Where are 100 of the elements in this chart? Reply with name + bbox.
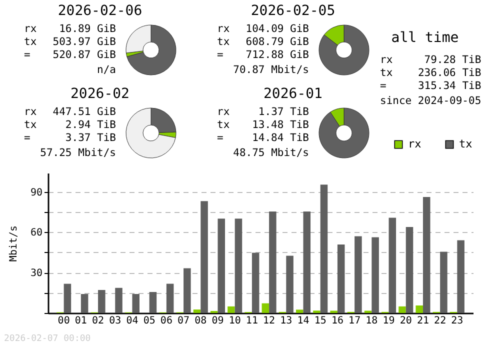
text: =	[217, 132, 224, 145]
text: rx	[380, 54, 394, 67]
bar	[398, 306, 406, 313]
text: rx	[24, 23, 38, 36]
chart-title: 2026-02	[69, 86, 130, 102]
bar	[337, 244, 345, 313]
bar	[149, 292, 157, 313]
x-tick-label: 20	[400, 316, 412, 326]
bar	[218, 218, 226, 313]
bar	[320, 184, 328, 313]
text: 447.51 GiB	[52, 106, 116, 119]
bar	[166, 284, 174, 313]
x-tick-label: 14	[297, 316, 310, 326]
text: 236.06 TiB	[416, 67, 482, 80]
x-tick-label: 13	[280, 316, 292, 326]
x-tick-label: 19	[382, 316, 395, 326]
x-tick-label: 07	[178, 316, 190, 326]
x-tick-label: 03	[109, 316, 122, 326]
x-tick-label: 17	[348, 316, 361, 326]
x-tick-label: 06	[160, 316, 172, 326]
x-tick-label: 04	[126, 316, 138, 326]
legend-label: rx	[408, 138, 422, 151]
text: 315.34 TiB	[416, 80, 482, 93]
y-tick-label: 90	[30, 187, 42, 198]
bar	[184, 268, 191, 313]
text: rx	[217, 23, 231, 36]
x-tick-label: 12	[263, 316, 276, 326]
bar	[354, 236, 362, 313]
text: tx	[217, 119, 231, 132]
text: tx	[380, 67, 394, 80]
x-tick-label: 18	[366, 316, 378, 326]
bar	[234, 218, 242, 313]
x-tick-label: 11	[246, 316, 258, 326]
text: =	[380, 80, 388, 93]
x-tick-label: 23	[451, 316, 464, 326]
text: n/a	[96, 64, 116, 77]
bar	[440, 252, 448, 313]
text: 608.79 GiB	[244, 36, 309, 49]
bar	[262, 303, 270, 313]
text: 79.28 TiB	[423, 54, 482, 67]
bar	[115, 288, 122, 313]
x-tick-label: 15	[314, 316, 326, 326]
bar	[228, 306, 235, 313]
bar	[416, 305, 423, 313]
text: 70.87 Mbit/s	[232, 64, 309, 77]
bar	[286, 256, 294, 313]
x-tick-label: 10	[228, 316, 241, 326]
chart-title: 2026-01	[262, 86, 324, 102]
text: tx	[217, 36, 231, 49]
bar	[457, 240, 464, 313]
text: =	[217, 49, 224, 62]
legend-label: tx	[459, 138, 473, 151]
x-tick-label: 21	[416, 316, 429, 326]
x-tick-label: 16	[331, 316, 344, 326]
text: 16.89 GiB	[58, 23, 116, 36]
text: 3.37 TiB	[64, 132, 116, 145]
y-tick-label: 30	[30, 268, 42, 280]
bar	[303, 212, 311, 313]
text: all time	[390, 30, 460, 46]
text: tx	[24, 36, 38, 49]
x-tick-label: 22	[434, 316, 446, 326]
text: 48.75 Mbit/s	[232, 147, 309, 160]
text: rx	[217, 106, 231, 119]
bar	[406, 226, 414, 313]
text: since 2024-09-05	[380, 95, 482, 108]
text: =	[24, 132, 32, 145]
x-tick-label: 09	[212, 316, 224, 326]
x-tick-label: 08	[194, 316, 207, 326]
text: 520.87 GiB	[52, 49, 116, 62]
text: 57.25 Mbit/s	[39, 147, 116, 160]
bar	[80, 294, 88, 313]
bar	[193, 310, 201, 313]
bar	[98, 290, 106, 313]
bar	[64, 284, 72, 313]
text: 104.09 GiB	[244, 23, 309, 36]
x-tick-label: 01	[74, 316, 87, 326]
text: rx	[24, 106, 38, 119]
y-axis-title: Mbit/s	[8, 225, 20, 262]
x-tick-label: 00	[58, 316, 70, 326]
bar	[252, 252, 260, 313]
text: 14.84 TiB	[251, 132, 309, 145]
bar	[422, 196, 430, 313]
bar	[132, 294, 140, 313]
bar	[269, 212, 276, 313]
bar	[296, 310, 304, 313]
text: 2.94 TiB	[64, 119, 116, 132]
bar	[388, 218, 396, 313]
x-tick-label: 05	[143, 316, 156, 326]
chart-title: 2026-02-06	[56, 3, 144, 19]
chart-title: 2026-02-05	[250, 3, 336, 19]
text: =	[24, 49, 32, 62]
bar	[200, 201, 208, 313]
text: tx	[24, 119, 38, 132]
text: 712.88 GiB	[244, 49, 309, 62]
text: 13.48 TiB	[251, 119, 309, 132]
x-tick-label: 02	[92, 316, 104, 326]
text: 503.97 GiB	[52, 36, 116, 49]
y-tick-label: 60	[30, 228, 42, 239]
bar	[372, 237, 379, 313]
text: 1.37 TiB	[257, 106, 309, 119]
